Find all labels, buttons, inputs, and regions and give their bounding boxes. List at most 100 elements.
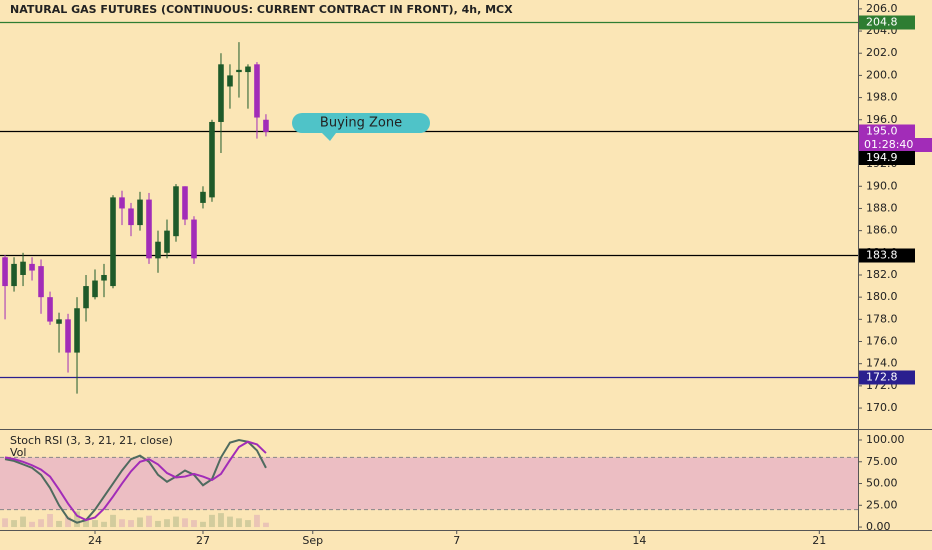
volume-bar [146, 515, 152, 528]
candle-body [137, 199, 143, 226]
volume-bar [128, 520, 134, 528]
x-tick-label: 24 [88, 534, 102, 547]
candle-body [209, 121, 215, 198]
candle-body [11, 263, 17, 287]
x-tick-label: 14 [632, 534, 646, 547]
y-tick-label: 174.0 [866, 357, 898, 370]
y-tick-label: 50.00 [866, 477, 898, 490]
y-tick-label: 180.0 [866, 290, 898, 303]
y-tick-label: 75.00 [866, 455, 898, 468]
candle-body [38, 266, 44, 298]
y-tick-label: 188.0 [866, 201, 898, 214]
candle-body [245, 66, 251, 73]
y-tick-label: 196.0 [866, 113, 898, 126]
y-tick-label: 198.0 [866, 91, 898, 104]
volume-bar [137, 517, 143, 528]
indicator-title: Stoch RSI (3, 3, 21, 21, close) [10, 434, 173, 447]
last-price-label: 194.9 [866, 151, 898, 164]
candle-body [92, 280, 98, 298]
y-tick-label: 100.00 [866, 433, 905, 446]
candle-body [29, 263, 35, 271]
level-label-bg [859, 124, 915, 139]
candle-body [218, 64, 224, 122]
volume-bar [29, 521, 35, 528]
level-label-bg [859, 15, 915, 30]
candle-body [263, 119, 269, 132]
annotation-bubble [292, 113, 430, 141]
chart-title: NATURAL GAS FUTURES (CONTINUOUS: CURRENT… [10, 3, 513, 16]
candle-body [155, 241, 161, 259]
volume-bar [209, 514, 215, 528]
volume-bar [119, 519, 125, 528]
volume-bar [11, 520, 17, 528]
y-tick-label: 170.0 [866, 401, 898, 414]
volume-bar [38, 519, 44, 528]
y-tick-label: 176.0 [866, 335, 898, 348]
volume-bar [110, 514, 116, 528]
y-tick-label: 25.00 [866, 498, 898, 511]
x-tick-label: Sep [302, 534, 323, 547]
volume-bar [254, 514, 260, 528]
annotation-text: Buying Zone [320, 116, 402, 131]
level-label: 172.8 [866, 371, 898, 384]
level-label: 195.0 [866, 125, 898, 138]
indicator-line [4, 438, 267, 524]
candle-body [56, 319, 62, 324]
volume-bar [65, 516, 71, 528]
countdown: 01:28:40 [864, 138, 913, 151]
volume-bar [218, 513, 224, 528]
volume-title: Vol [10, 446, 26, 459]
candle-body [83, 286, 89, 309]
y-tick-label: 0.00 [866, 520, 891, 533]
volume-bar [236, 518, 242, 528]
band [0, 457, 858, 510]
candle-body [47, 297, 53, 322]
candle-body [146, 199, 152, 259]
last-price-bg [859, 151, 915, 165]
candle-body [182, 186, 188, 220]
volume-bar [56, 520, 62, 528]
annotation: Buying Zone [292, 113, 430, 141]
x-tick-label: 21 [812, 534, 826, 547]
level-label: 183.8 [866, 249, 898, 262]
candle-body [254, 64, 260, 118]
y-tick-label: 206.0 [866, 2, 898, 15]
volume-bar [83, 518, 89, 528]
candle-body [200, 191, 206, 203]
candle-body [74, 308, 80, 353]
volume-bar [191, 520, 197, 528]
level-label-bg [859, 248, 915, 263]
indicator-line [4, 440, 267, 522]
volume-bar [245, 520, 251, 528]
y-tick-label: 190.0 [866, 179, 898, 192]
y-tick-label: 202.0 [866, 46, 898, 59]
candle-body [191, 219, 197, 259]
y-tick-label: 178.0 [866, 312, 898, 325]
level-label-bg [859, 370, 915, 385]
candle-body [110, 197, 116, 287]
candle-body [236, 69, 242, 73]
volume-bar [263, 522, 269, 528]
volume-bar [164, 519, 170, 528]
x-tick-label: 7 [453, 534, 460, 547]
volume-bar [92, 520, 98, 528]
candle-body [101, 274, 107, 281]
volume-bar [227, 516, 233, 528]
candle-body [2, 257, 8, 287]
volume-bar [2, 518, 8, 528]
volume-bar [74, 511, 80, 528]
level-label: 204.8 [866, 16, 898, 29]
volume-bar [155, 520, 161, 528]
volume-bar [182, 518, 188, 528]
candle-body [119, 197, 125, 209]
candle-body [164, 230, 170, 253]
x-tick-label: 27 [196, 534, 210, 547]
candle-body [20, 261, 26, 275]
countdown-bg [859, 138, 932, 152]
candle-body [65, 319, 71, 353]
y-tick-label: 186.0 [866, 224, 898, 237]
volume-bar [101, 521, 107, 528]
volume-bar [173, 516, 179, 528]
